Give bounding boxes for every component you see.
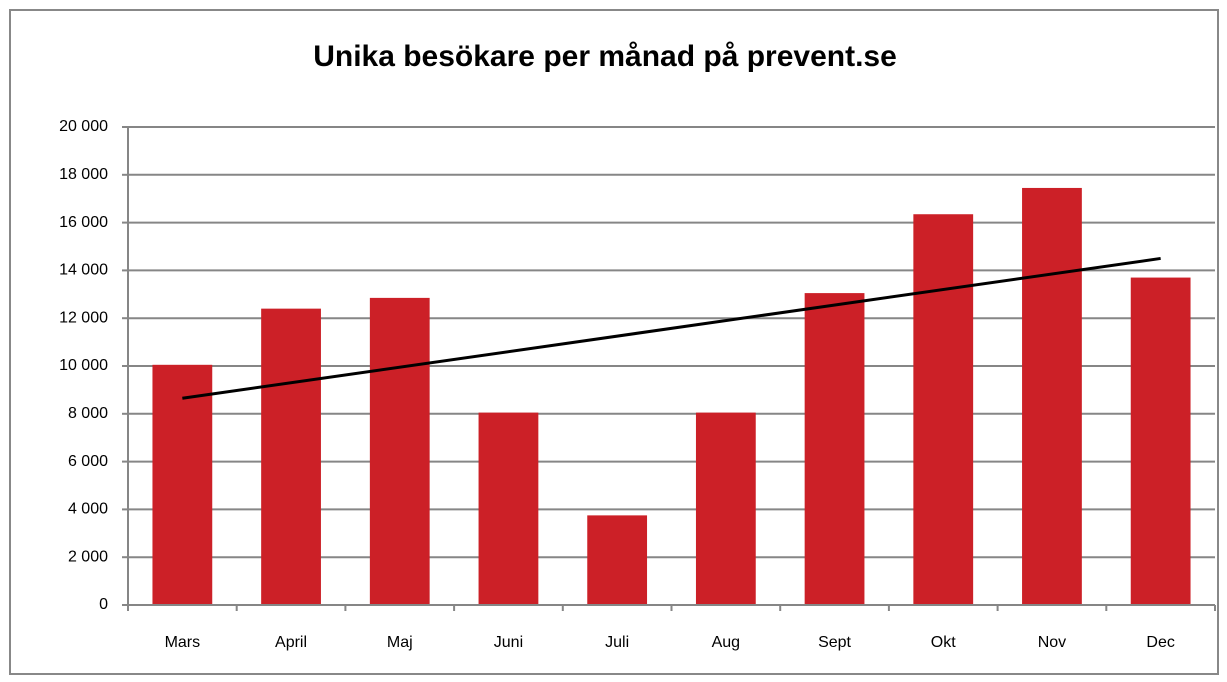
bar	[1130, 277, 1191, 605]
y-tick-label: 0	[99, 596, 108, 613]
y-tick-label: 16 000	[59, 214, 108, 231]
y-tick-label: 2 000	[68, 548, 108, 565]
y-tick-label: 4 000	[68, 501, 108, 518]
y-tick-label: 18 000	[59, 166, 108, 183]
x-tick-label: Dec	[1146, 634, 1174, 651]
x-tick-label: Juni	[494, 634, 523, 651]
bar	[261, 308, 321, 605]
trendline	[182, 256, 1161, 400]
x-tick-label: Sept	[818, 634, 851, 651]
bar	[152, 364, 213, 605]
bar	[1022, 187, 1082, 605]
y-tick-label: 20 000	[59, 118, 108, 135]
x-tick-label: April	[275, 634, 307, 651]
y-tick-label: 12 000	[59, 309, 108, 326]
bar	[804, 293, 865, 605]
x-tick-label: Okt	[931, 634, 956, 651]
x-tick-label: Aug	[712, 634, 740, 651]
chart-title: Unika besökare per månad på prevent.se	[313, 40, 897, 73]
y-tick-label: 10 000	[59, 357, 108, 374]
bar	[587, 515, 648, 605]
x-tick-label: Juli	[605, 634, 629, 651]
bar	[695, 412, 756, 605]
x-tick-label: Maj	[387, 634, 413, 651]
bar	[478, 412, 539, 605]
y-tick-label: 14 000	[59, 262, 108, 279]
x-tick-label: Mars	[165, 634, 201, 651]
bar	[913, 214, 974, 606]
bar	[369, 297, 430, 605]
x-tick-label: Nov	[1038, 634, 1066, 651]
y-tick-label: 8 000	[68, 405, 108, 422]
y-tick-label: 6 000	[68, 453, 108, 470]
